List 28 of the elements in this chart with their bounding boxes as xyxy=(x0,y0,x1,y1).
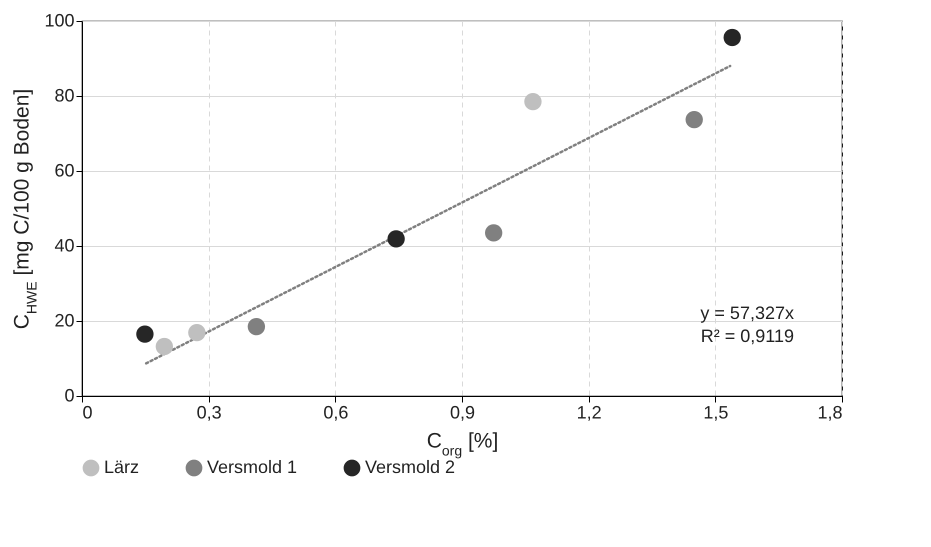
x-tick-label: 0,3 xyxy=(196,402,222,422)
point xyxy=(387,230,405,248)
y-tick-label: 40 xyxy=(54,236,74,256)
point xyxy=(724,28,741,46)
legend-label: Lärz xyxy=(104,457,140,477)
point xyxy=(686,110,703,128)
point xyxy=(188,324,206,342)
y-tick-label: 20 xyxy=(54,310,74,330)
annotation: R² = 0,9119 xyxy=(700,326,794,346)
y-tick-label: 60 xyxy=(54,160,74,180)
x-tick-label: 1,5 xyxy=(703,402,728,422)
point xyxy=(485,224,502,242)
y-tick-label: 0 xyxy=(64,386,74,406)
x-tick-label: 1,8 xyxy=(817,402,842,422)
legend-label: Versmold 2 xyxy=(365,457,456,477)
x-tick-label: 0 xyxy=(82,402,93,422)
point xyxy=(524,92,542,110)
y-tick-label: 100 xyxy=(44,10,74,30)
x-tick-label: 1,2 xyxy=(576,402,602,422)
x-tick-label: 0,6 xyxy=(323,402,348,422)
legend-label: Versmold 1 xyxy=(207,457,298,477)
point xyxy=(248,318,266,336)
point xyxy=(156,338,173,356)
x-tick-label: 0,9 xyxy=(450,402,476,422)
x-axis-title: C$_{org}$ [%] xyxy=(426,430,498,458)
y-tick-label: 80 xyxy=(54,86,74,106)
annotation: y = 57,327x xyxy=(700,303,794,323)
point xyxy=(136,325,154,343)
